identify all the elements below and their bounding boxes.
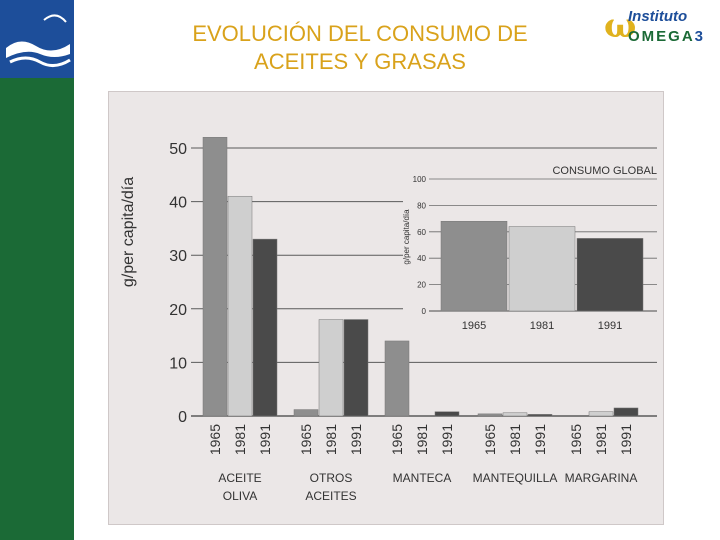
y-axis-label: g/per capita/día: [120, 177, 137, 287]
logo-omega-word: OMEGA: [628, 28, 695, 45]
x-year-tick-label: 1965: [568, 424, 584, 455]
y-tick-label: 50: [169, 141, 187, 158]
x-year-tick-label: 1965: [389, 424, 405, 455]
bar-1965: [202, 137, 228, 417]
bar-1991: [613, 407, 639, 417]
x-year-tick-label: 1991: [532, 424, 548, 455]
x-year-tick-label: 1991: [257, 424, 273, 455]
logo-top-text: Instituto: [628, 8, 688, 25]
title-line-1: EVOLUCIÓN DEL CONSUMO DE: [192, 21, 528, 46]
x-year-tick-label: 1965: [207, 424, 223, 455]
category-label: MANTECA: [393, 471, 452, 485]
inset-y-tick-label: 100: [413, 175, 427, 184]
x-year-tick-label: 1981: [232, 424, 248, 455]
x-year-tick-label: 1991: [348, 424, 364, 455]
inset-bar-1965: [440, 220, 508, 312]
category-label: ACEITE: [218, 471, 261, 485]
category-label: OLIVA: [223, 489, 257, 503]
inset-x-tick-label: 1965: [462, 320, 486, 332]
x-year-tick-label: 1981: [323, 424, 339, 455]
category-label: ACEITES: [305, 489, 356, 503]
y-tick-label: 10: [169, 355, 187, 372]
inset-bar-1981: [508, 226, 576, 312]
logo-number: 3: [694, 28, 706, 45]
logo-bottom-text: OMEGA3: [628, 28, 705, 45]
bar-1991: [527, 414, 553, 417]
y-tick-label: 40: [169, 195, 187, 212]
y-tick-label: 0: [178, 409, 187, 426]
category-label: OTROS: [310, 471, 353, 485]
inset-x-tick-label: 1981: [530, 320, 554, 332]
bar-1991: [252, 238, 278, 417]
category-label: MARGARINA: [565, 471, 638, 485]
page-title: EVOLUCIÓN DEL CONSUMO DE ACEITES Y GRASA…: [150, 20, 570, 76]
omega-icon: ω: [604, 6, 637, 46]
x-year-tick-label: 1965: [482, 424, 498, 455]
y-tick-label: 20: [169, 302, 187, 319]
x-year-tick-label: 1991: [618, 424, 634, 455]
x-year-tick-label: 1981: [414, 424, 430, 455]
sidebar-wave-logo: [0, 0, 74, 78]
chart-frame: 0 10 20 30 40 50 g/per capita/día 1965 1981 1991 A…: [108, 91, 664, 525]
inset-y-tick-label: 20: [417, 281, 426, 290]
x-year-tick-label: 1981: [593, 424, 609, 455]
bar-1981: [318, 319, 344, 417]
inset-y-tick-label: 80: [417, 201, 426, 210]
inset-bar-1991: [576, 238, 644, 312]
inset-y-tick-label: 40: [417, 254, 426, 263]
chart-canvas: 0 10 20 30 40 50 g/per capita/día 1965 1981 1991 A…: [120, 137, 659, 503]
bar-1965: [293, 409, 319, 417]
inset-y-tick-label: 0: [422, 307, 427, 316]
bar-1991: [343, 319, 369, 417]
bar-1965: [477, 413, 503, 417]
x-year-tick-label: 1991: [439, 424, 455, 455]
bar-1981: [588, 411, 614, 417]
bar-1991: [434, 411, 460, 417]
x-year-tick-label: 1965: [298, 424, 314, 455]
bar-1981: [227, 195, 253, 417]
slide-sidebar: [0, 0, 74, 540]
bar-1981: [502, 412, 528, 417]
inset-y-tick-label: 60: [417, 228, 426, 237]
bar-1965: [384, 340, 410, 417]
title-line-2: ACEITES Y GRASAS: [254, 49, 466, 74]
inset-x-tick-label: 1991: [598, 320, 622, 332]
instituto-omega3-logo: ω Instituto OMEGA3: [604, 6, 716, 50]
y-tick-label: 30: [169, 248, 187, 265]
wave-logo-icon: [6, 14, 71, 67]
category-label: MANTEQUILLA: [473, 471, 558, 485]
inset-title: CONSUMO GLOBAL: [552, 165, 657, 177]
x-year-tick-label: 1981: [507, 424, 523, 455]
inset-y-axis-label: g/per capita/día: [402, 209, 411, 265]
